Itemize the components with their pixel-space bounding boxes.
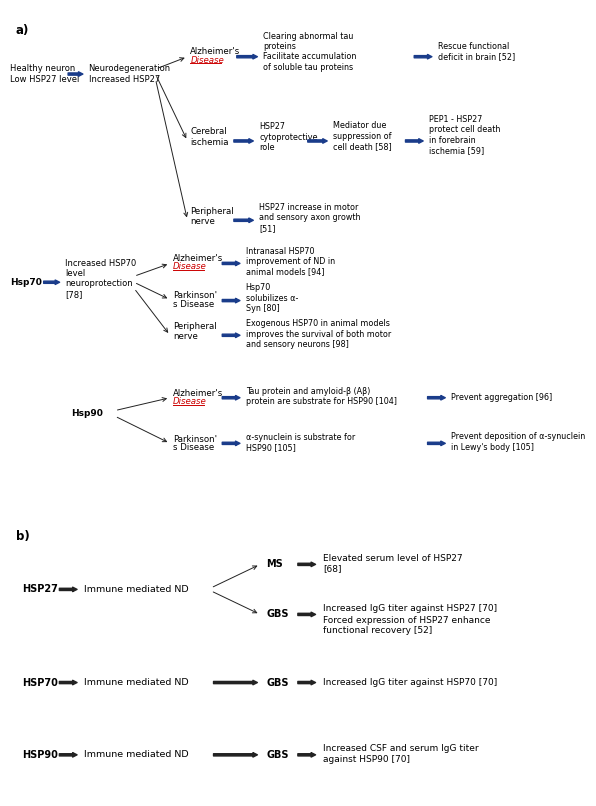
- Text: Neurodegeneration
Increased HSP27: Neurodegeneration Increased HSP27: [89, 64, 170, 84]
- Text: a): a): [16, 24, 29, 38]
- Text: Disease: Disease: [190, 56, 224, 64]
- Text: Healthy neuron
Low HSP27 level: Healthy neuron Low HSP27 level: [10, 64, 79, 84]
- Text: Exogenous HSP70 in animal models
improves the survival of both motor
and sensory: Exogenous HSP70 in animal models improve…: [246, 319, 391, 349]
- Text: s Disease: s Disease: [173, 443, 214, 452]
- Text: Disease: Disease: [173, 397, 207, 406]
- Text: HSP90: HSP90: [21, 750, 58, 760]
- Text: HSP70: HSP70: [21, 678, 58, 688]
- Text: MS: MS: [266, 559, 283, 569]
- Text: Mediator due
suppression of
cell death [58]: Mediator due suppression of cell death […: [333, 121, 392, 151]
- Text: Increased HSP70
level
neuroprotection
[78]: Increased HSP70 level neuroprotection [7…: [66, 259, 136, 299]
- Text: Hsp70
solubilizes α-
Syn [80]: Hsp70 solubilizes α- Syn [80]: [246, 283, 298, 313]
- Text: Prevent aggregation [96]: Prevent aggregation [96]: [451, 393, 552, 402]
- Text: HSP27 increase in motor
and sensory axon growth
[51]: HSP27 increase in motor and sensory axon…: [259, 203, 361, 233]
- Text: Increased CSF and serum IgG titer
against HSP90 [70]: Increased CSF and serum IgG titer agains…: [323, 744, 479, 764]
- Text: Intranasal HSP70
improvement of ND in
animal models [94]: Intranasal HSP70 improvement of ND in an…: [246, 247, 335, 276]
- Text: Immune mediated ND: Immune mediated ND: [84, 678, 188, 687]
- Text: GBS: GBS: [266, 750, 288, 760]
- Text: Tau protein and amyloid-β (Aβ)
protein are substrate for HSP90 [104]: Tau protein and amyloid-β (Aβ) protein a…: [246, 387, 397, 406]
- Text: Peripheral
nerve: Peripheral nerve: [190, 206, 234, 226]
- Text: Increased IgG titer against HSP70 [70]: Increased IgG titer against HSP70 [70]: [323, 678, 497, 687]
- Text: Immune mediated ND: Immune mediated ND: [84, 585, 188, 594]
- Text: GBS: GBS: [266, 609, 288, 620]
- Text: α-synuclein is substrate for
HSP90 [105]: α-synuclein is substrate for HSP90 [105]: [246, 433, 355, 452]
- Text: Hsp90: Hsp90: [71, 409, 103, 418]
- Text: Immune mediated ND: Immune mediated ND: [84, 750, 188, 759]
- Text: Parkinson': Parkinson': [173, 291, 217, 300]
- Text: HSP27
cytoprotective
role: HSP27 cytoprotective role: [259, 122, 318, 152]
- Text: Hsp70: Hsp70: [10, 278, 42, 287]
- Text: b): b): [16, 530, 30, 542]
- Text: HSP27: HSP27: [21, 584, 58, 594]
- Text: s Disease: s Disease: [173, 300, 214, 309]
- Text: Alzheimer's: Alzheimer's: [173, 254, 223, 263]
- Text: Forced expression of HSP27 enhance
functional recovery [52]: Forced expression of HSP27 enhance funct…: [323, 616, 491, 635]
- Text: Prevent deposition of α-synuclein
in Lewy's body [105]: Prevent deposition of α-synuclein in Lew…: [451, 432, 585, 451]
- Text: Cerebral
ischemia: Cerebral ischemia: [190, 127, 229, 147]
- Text: Increased IgG titer against HSP27 [70]: Increased IgG titer against HSP27 [70]: [323, 604, 497, 613]
- Text: GBS: GBS: [266, 678, 288, 688]
- Text: Disease: Disease: [173, 263, 207, 272]
- Text: Elevated serum level of HSP27
[68]: Elevated serum level of HSP27 [68]: [323, 554, 462, 573]
- Text: Alzheimer's: Alzheimer's: [173, 388, 223, 398]
- Text: Alzheimer's: Alzheimer's: [190, 48, 241, 56]
- Text: Peripheral
nerve: Peripheral nerve: [173, 322, 216, 341]
- Text: PEP1 - HSP27
protect cell death
in forebrain
ischemia [59]: PEP1 - HSP27 protect cell death in foreb…: [429, 115, 500, 155]
- Text: Rescue functional
deficit in brain [52]: Rescue functional deficit in brain [52]: [437, 42, 515, 61]
- Text: Parkinson': Parkinson': [173, 435, 217, 444]
- Text: Clearing abnormal tau
proteins
Facilitate accumulation
of soluble tau proteins: Clearing abnormal tau proteins Facilitat…: [263, 31, 356, 72]
